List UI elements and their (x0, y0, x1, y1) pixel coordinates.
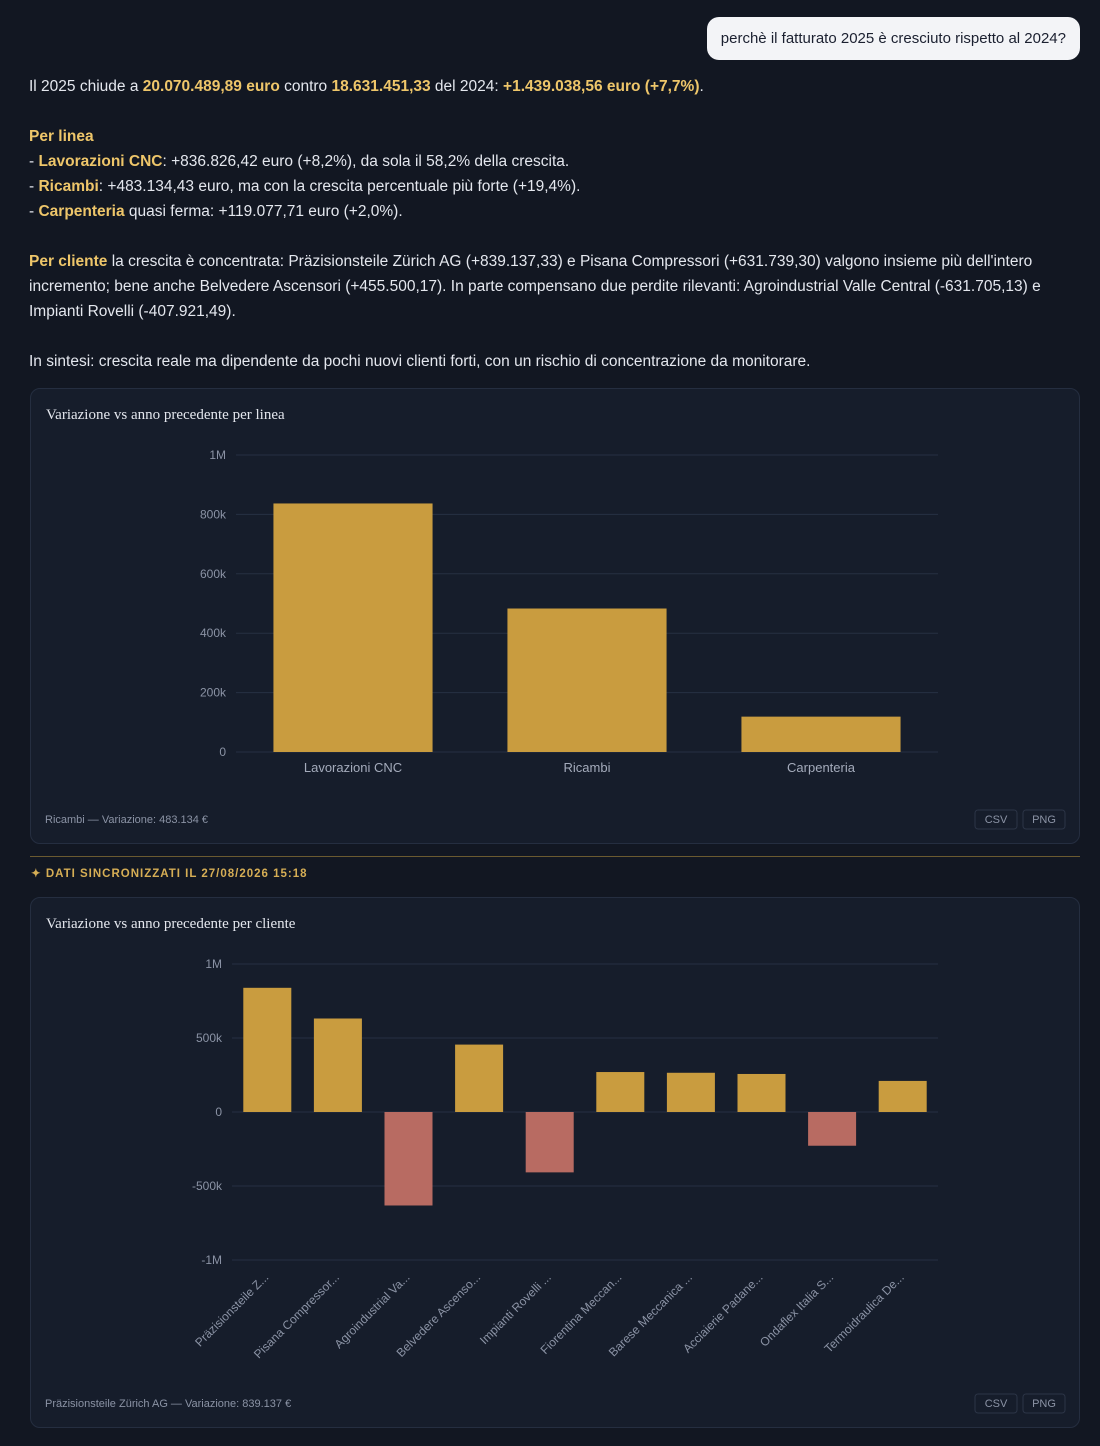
export-button[interactable] (1022, 1393, 1066, 1414)
text: la crescita è concentrata: Präzisionstei… (29, 253, 1041, 320)
text-line: - Ricambi: +483.134,43 euro, ma con la c… (29, 174, 1084, 199)
bold-text: 20.070.489,89 euro (142, 78, 280, 95)
export-button-label: PNG (1032, 1398, 1056, 1410)
bar (507, 608, 667, 752)
bold-text: Lavorazioni CNC (38, 153, 163, 170)
x-tick-label: Agroindustrial Va... (332, 1270, 413, 1351)
y-tick-label: 600k (200, 567, 227, 581)
text-line: Per cliente la crescita è concentrata: P… (29, 249, 1084, 324)
bar (737, 1073, 786, 1112)
x-tick-label: Lavorazioni CNC (304, 760, 402, 775)
bold-text: Carpenteria (38, 203, 125, 220)
text: quasi ferma: +119.077,71 euro (+2,0%). (124, 203, 403, 220)
export-button[interactable] (1022, 809, 1066, 830)
text-line: In sintesi: crescita reale ma dipendente… (29, 349, 1084, 374)
bold-text: Per cliente (29, 253, 108, 270)
title: Variazione vs anno precedente per linea (46, 407, 285, 423)
y-tick-label: 800k (200, 507, 227, 521)
bar (808, 1112, 857, 1146)
x-tick-label: Carpenteria (787, 760, 856, 775)
x-tick-label: Termoidraulica De... (821, 1270, 906, 1355)
user-message: perchè il fatturato 2025 è cresciuto ris… (706, 17, 1080, 60)
text: - (29, 178, 39, 195)
export-button-label: CSV (985, 814, 1008, 826)
export-button-label: CSV (985, 1398, 1008, 1410)
export-button[interactable] (974, 809, 1018, 830)
paragraph: Per linea - Lavorazioni CNC: +836.826,42 … (29, 124, 1084, 224)
bold-text: +1.439.038,56 euro (+7,7%) (503, 78, 700, 95)
y-tick-label: 1M (209, 448, 226, 462)
bold-text: 18.631.451,33 (331, 78, 431, 95)
chart-footer: Präzisionsteile Zürich AG — Variazione: … (45, 1398, 291, 1410)
bar (273, 503, 433, 752)
bar (243, 987, 292, 1112)
paragraph: Il 2025 chiude a 20.070.489,89 euro cont… (29, 74, 1084, 99)
text-line: - Lavorazioni CNC: +836.826,42 euro (+8,… (29, 149, 1084, 174)
export-button[interactable] (974, 1393, 1018, 1414)
bold-text: Ricambi (38, 178, 99, 195)
chart: Variazione vs anno precedente per client… (45, 916, 1066, 1414)
x-tick-label: Präzisionsteile Z... (192, 1270, 271, 1349)
text: . (699, 78, 704, 95)
bar (313, 1018, 362, 1112)
y-tick-label: 400k (200, 626, 227, 640)
y-tick-label: -1M (201, 1253, 222, 1267)
text-line: - Carpenteria quasi ferma: +119.077,71 e… (29, 199, 1084, 224)
x-tick-label: Impianti Rovelli ... (477, 1270, 554, 1347)
y-tick-label: -500k (192, 1179, 223, 1193)
y-tick-label: 0 (215, 1105, 222, 1119)
answer: Il 2025 chiude a 20.070.489,89 euro cont… (29, 74, 1084, 399)
text: In sintesi: crescita reale ma dipendente… (29, 353, 811, 370)
bar (525, 1112, 574, 1173)
x-tick-label: Ondaflex Italia S... (757, 1270, 836, 1349)
chart-footer: Ricambi — Variazione: 483.134 € (45, 814, 208, 826)
y-tick-label: 1M (205, 957, 222, 971)
bar (384, 1112, 433, 1206)
sync-text: DATI SINCRONIZZATI IL 27/08/2026 15:18 (45, 868, 308, 880)
text: - (29, 203, 39, 220)
paragraph: In sintesi: crescita reale ma dipendente… (29, 349, 1084, 374)
text: Il 2025 chiude a (29, 78, 143, 95)
text: : +836.826,42 euro (+8,2%), da sola il 5… (162, 153, 570, 170)
x-tick-label: Ricambi (564, 760, 611, 775)
y-tick-label: 500k (196, 1031, 223, 1045)
y-tick-label: 0 (219, 745, 226, 759)
title: Variazione vs anno precedente per client… (46, 916, 296, 932)
y-tick-label: 200k (200, 686, 227, 700)
bar (596, 1072, 645, 1112)
paragraph: Per cliente la crescita è concentrata: P… (29, 249, 1084, 324)
text: del 2024: (430, 78, 504, 95)
bar (455, 1044, 504, 1112)
text-line: Il 2025 chiude a 20.070.489,89 euro cont… (29, 74, 1084, 99)
text: - (29, 153, 39, 170)
bar (878, 1080, 927, 1112)
chart-card: Variazione vs anno precedente per linea 0… (30, 388, 1080, 844)
x-tick-label: Acciaierie Padane... (680, 1270, 765, 1355)
text-line: Per linea (29, 124, 1084, 149)
chart-card: Variazione vs anno precedente per client… (30, 897, 1080, 1428)
text: contro (279, 78, 332, 95)
bar (741, 716, 901, 752)
bar (666, 1072, 715, 1112)
bold-text: Per linea (29, 128, 94, 145)
chart: Variazione vs anno precedente per linea 0… (45, 407, 1066, 830)
text: : +483.134,43 euro, ma con la crescita p… (98, 178, 581, 195)
separator (30, 856, 1080, 857)
export-button-label: PNG (1032, 814, 1056, 826)
sync-note: ✦ DATI SINCRONIZZATI IL 27/08/2026 15:18 (31, 868, 308, 880)
